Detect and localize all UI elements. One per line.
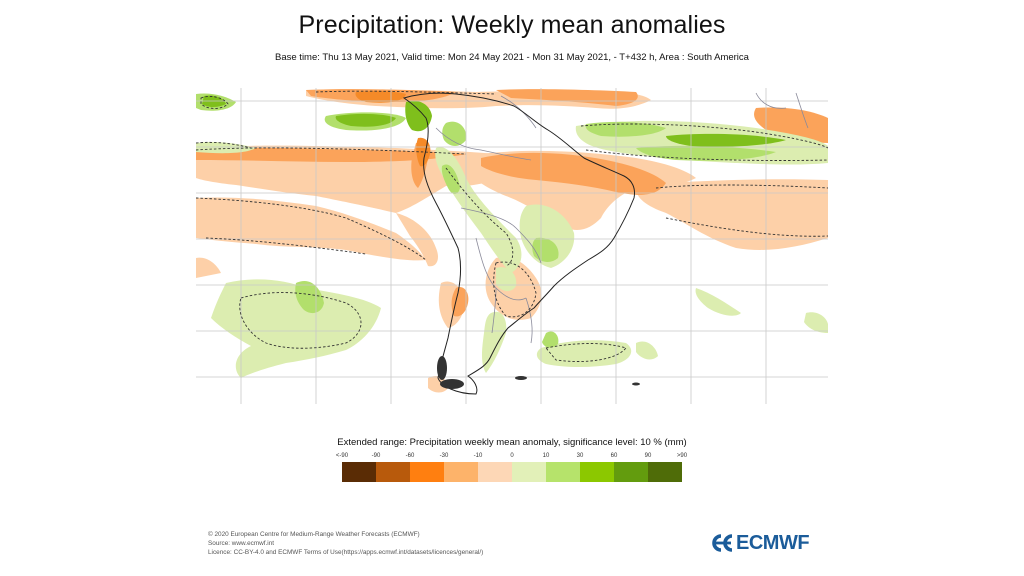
contour-line [205, 237, 367, 255]
legend-color-swatch [546, 462, 580, 482]
dry-area [396, 213, 439, 267]
legend-tick-label: 30 [576, 453, 584, 459]
moderate-wet-area [585, 121, 666, 137]
dry-area [196, 145, 506, 213]
contour-line [196, 141, 252, 149]
contour-line [196, 197, 427, 261]
strong-wet-anomaly-areas [202, 95, 786, 147]
moderate-wet-area [441, 164, 460, 194]
contour-line [493, 261, 537, 318]
anomaly-map[interactable] [196, 88, 828, 404]
border-line [755, 92, 787, 109]
border-line [491, 287, 497, 334]
moderate-wet-area [442, 121, 467, 146]
legend-color-swatch [580, 462, 614, 482]
moderate-wet-area [532, 237, 559, 262]
legend-tick-label: <-90 [335, 453, 349, 459]
moderate-wet-area [542, 331, 559, 348]
legend-colorbar [342, 462, 682, 482]
legend-tick-label: -30 [439, 453, 449, 459]
footer-credits: © 2020 European Centre for Medium-Range … [208, 530, 483, 557]
legend-color-swatch [376, 462, 410, 482]
strong-dry-area [496, 89, 638, 106]
contour-line [585, 149, 828, 161]
legend-tick-label: 0 [510, 453, 514, 459]
moderate-wet-area [295, 280, 324, 314]
legend-tick-labels: <-90 -90 -60 -30 -10 0 10 30 60 90 >90 [336, 453, 687, 461]
strong-wet-area [666, 133, 786, 147]
legend-color-swatch [478, 462, 512, 482]
map-canvas [196, 88, 828, 404]
island [632, 382, 640, 386]
border-line [460, 207, 542, 264]
legend-color-swatch [410, 462, 444, 482]
wet-area [804, 312, 828, 333]
wet-area [211, 279, 381, 378]
ecmwf-logo-text: ECMWF [736, 531, 810, 554]
dry-area [196, 197, 426, 261]
ecmwf-logo-icon [712, 534, 733, 552]
legend-color-swatch [614, 462, 648, 482]
contour-line [665, 217, 828, 237]
dry-area [428, 376, 448, 393]
south-america-coastline [402, 92, 635, 395]
strong-dry-area [481, 152, 666, 195]
dry-area [196, 257, 221, 278]
legend-tick-label: -60 [405, 453, 415, 459]
border-line [525, 297, 533, 344]
legend-color-swatch [648, 462, 682, 482]
wet-area [695, 288, 741, 316]
island [515, 376, 527, 380]
legend-tick-label: 90 [644, 453, 652, 459]
country-borders [435, 92, 809, 344]
contour-line [315, 90, 497, 95]
island [437, 356, 447, 380]
legend-title: Extended range: Precipitation weekly mea… [337, 437, 687, 448]
contour-line [580, 123, 828, 149]
ecmwf-logo: ECMWF [710, 531, 810, 554]
dry-area [636, 179, 828, 250]
contour-line [655, 184, 828, 189]
moderate-wet-area [636, 145, 776, 161]
legend-tick-label: 60 [610, 453, 618, 459]
contour-line [239, 292, 362, 349]
page-title: Precipitation: Weekly mean anomalies [298, 11, 726, 39]
footer-copyright: © 2020 European Centre for Medium-Range … [208, 531, 420, 538]
patagonia-islands [437, 356, 640, 389]
strong-wet-area [405, 100, 432, 132]
strong-wet-area [335, 113, 396, 127]
border-line [435, 127, 532, 161]
page-subtitle: Base time: Thu 13 May 2021, Valid time: … [275, 52, 749, 63]
significance-contours [196, 90, 828, 362]
strong-dry-area [451, 287, 469, 317]
footer-licence: Licence: CC-BY-4.0 and ECMWF Terms of Us… [208, 549, 484, 556]
legend-tick-label: -90 [371, 453, 381, 459]
wet-area [636, 341, 658, 360]
border-line [795, 92, 809, 129]
map-gridlines [196, 88, 828, 404]
contour-line [200, 95, 229, 109]
wet-area [482, 311, 507, 373]
legend-color-swatch [342, 462, 376, 482]
legend-tick-label: -10 [473, 453, 483, 459]
border-line [500, 95, 537, 129]
legend-color-swatch [444, 462, 478, 482]
legend-color-swatch [512, 462, 546, 482]
very-dry-area [355, 90, 406, 103]
contour-line [196, 147, 467, 155]
footer-source: Source: www.ecmwf.int [208, 540, 275, 547]
legend-tick-label: 10 [542, 453, 550, 459]
legend-tick-label: >90 [676, 453, 688, 459]
strong-dry-area [754, 107, 828, 143]
island [440, 379, 464, 389]
